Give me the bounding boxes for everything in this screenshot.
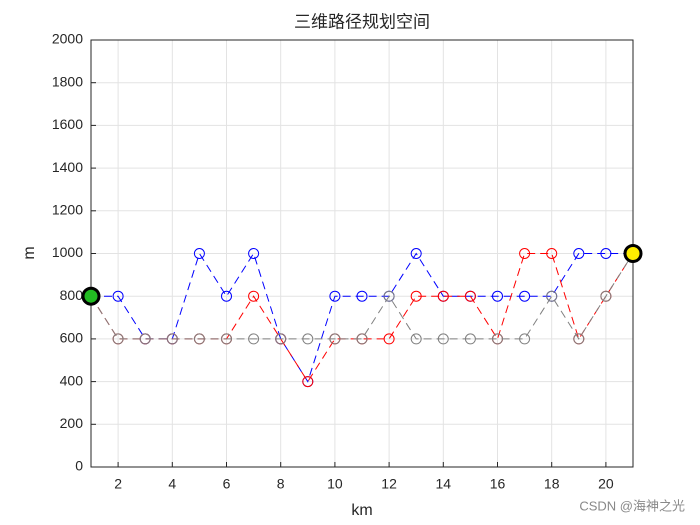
series-line (90, 253, 634, 340)
point-marker (573, 333, 585, 345)
x-tick-label: 8 (277, 476, 285, 492)
point-marker (275, 333, 287, 345)
point-marker (248, 290, 260, 302)
point-marker (302, 376, 314, 388)
y-tick-label: 1400 (52, 159, 83, 175)
point-marker (221, 333, 232, 345)
point-marker (573, 248, 585, 259)
point-marker (166, 333, 178, 345)
point-marker (193, 333, 205, 345)
y-tick-label: 1600 (52, 116, 83, 132)
x-tick-label: 10 (327, 476, 343, 492)
point-marker (329, 290, 341, 302)
point-marker (492, 333, 503, 345)
point-marker (437, 290, 449, 302)
y-tick-label: 1800 (52, 73, 83, 89)
point-marker (519, 248, 531, 259)
point-marker (248, 333, 260, 345)
point-marker (410, 290, 422, 302)
point-marker (546, 290, 558, 302)
point-marker (464, 333, 476, 345)
point-marker (356, 290, 368, 302)
chart-title: 三维路径规划空间 (294, 13, 430, 33)
point-marker (383, 290, 395, 302)
x-tick-label: 4 (168, 476, 176, 492)
y-tick-label: 400 (60, 372, 84, 388)
x-tick-label: 16 (490, 476, 506, 492)
start-marker (81, 286, 101, 306)
y-tick-label: 600 (60, 330, 84, 346)
point-marker (410, 333, 422, 345)
x-tick-label: 18 (544, 476, 560, 492)
point-marker (546, 248, 558, 259)
y-tick-label: 800 (60, 287, 84, 303)
point-marker (112, 290, 124, 302)
point-marker (519, 290, 531, 302)
series-line (90, 253, 634, 383)
point-marker (410, 248, 422, 259)
y-tick-label: 2000 (52, 31, 83, 47)
point-marker (600, 248, 612, 259)
point-marker (193, 248, 205, 259)
point-marker (112, 333, 124, 345)
x-tick-label: 14 (436, 476, 452, 492)
y-tick-label: 0 (75, 458, 83, 474)
point-marker (248, 248, 260, 259)
point-marker (302, 333, 314, 345)
point-marker (464, 290, 476, 302)
point-marker (329, 333, 341, 345)
x-tick-label: 6 (223, 476, 231, 492)
point-marker (383, 333, 395, 345)
point-marker (139, 333, 151, 345)
point-marker (221, 290, 232, 302)
y-tick-label: 200 (60, 415, 84, 431)
point-marker (519, 333, 531, 345)
watermark: CSDN @海神之光 (579, 498, 685, 513)
y-axis-label: m (21, 246, 38, 259)
point-marker (437, 333, 449, 345)
point-marker (600, 290, 612, 302)
x-tick-label: 2 (114, 476, 122, 492)
point-marker (356, 333, 368, 345)
series-line (91, 252, 633, 383)
y-tick-label: 1200 (52, 202, 83, 218)
point-marker (492, 290, 503, 302)
end-marker (623, 244, 643, 263)
x-tick-label: 12 (381, 476, 397, 492)
x-tick-label: 20 (598, 476, 614, 492)
y-tick-label: 1000 (52, 244, 83, 260)
x-axis-label: km (351, 502, 372, 519)
